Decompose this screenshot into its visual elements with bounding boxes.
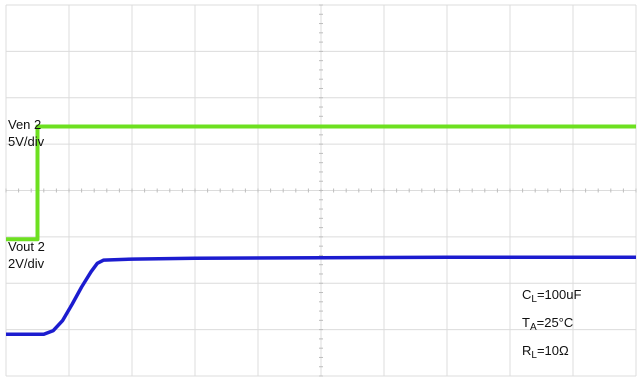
graticule-grid — [5, 4, 637, 377]
ven-channel-label: Ven 2 5V/div — [8, 116, 44, 150]
load-capacitance-annotation: CL=100uF — [522, 287, 582, 305]
ven-scale-label: 5V/div — [8, 134, 45, 149]
vout-scale-label: 2V/div — [8, 256, 45, 271]
vout-series-name: Vout 2 — [8, 239, 45, 254]
waveform-traces — [6, 124, 636, 337]
ven-trace-line — [6, 124, 636, 242]
vout-channel-label: Vout 2 2V/div — [8, 238, 45, 272]
ambient-temperature-annotation: TA=25°C — [522, 315, 574, 333]
vout-trace-line — [6, 255, 636, 337]
load-resistance-annotation: RL=10Ω — [522, 343, 569, 361]
ven-series-name: Ven 2 — [8, 117, 42, 132]
